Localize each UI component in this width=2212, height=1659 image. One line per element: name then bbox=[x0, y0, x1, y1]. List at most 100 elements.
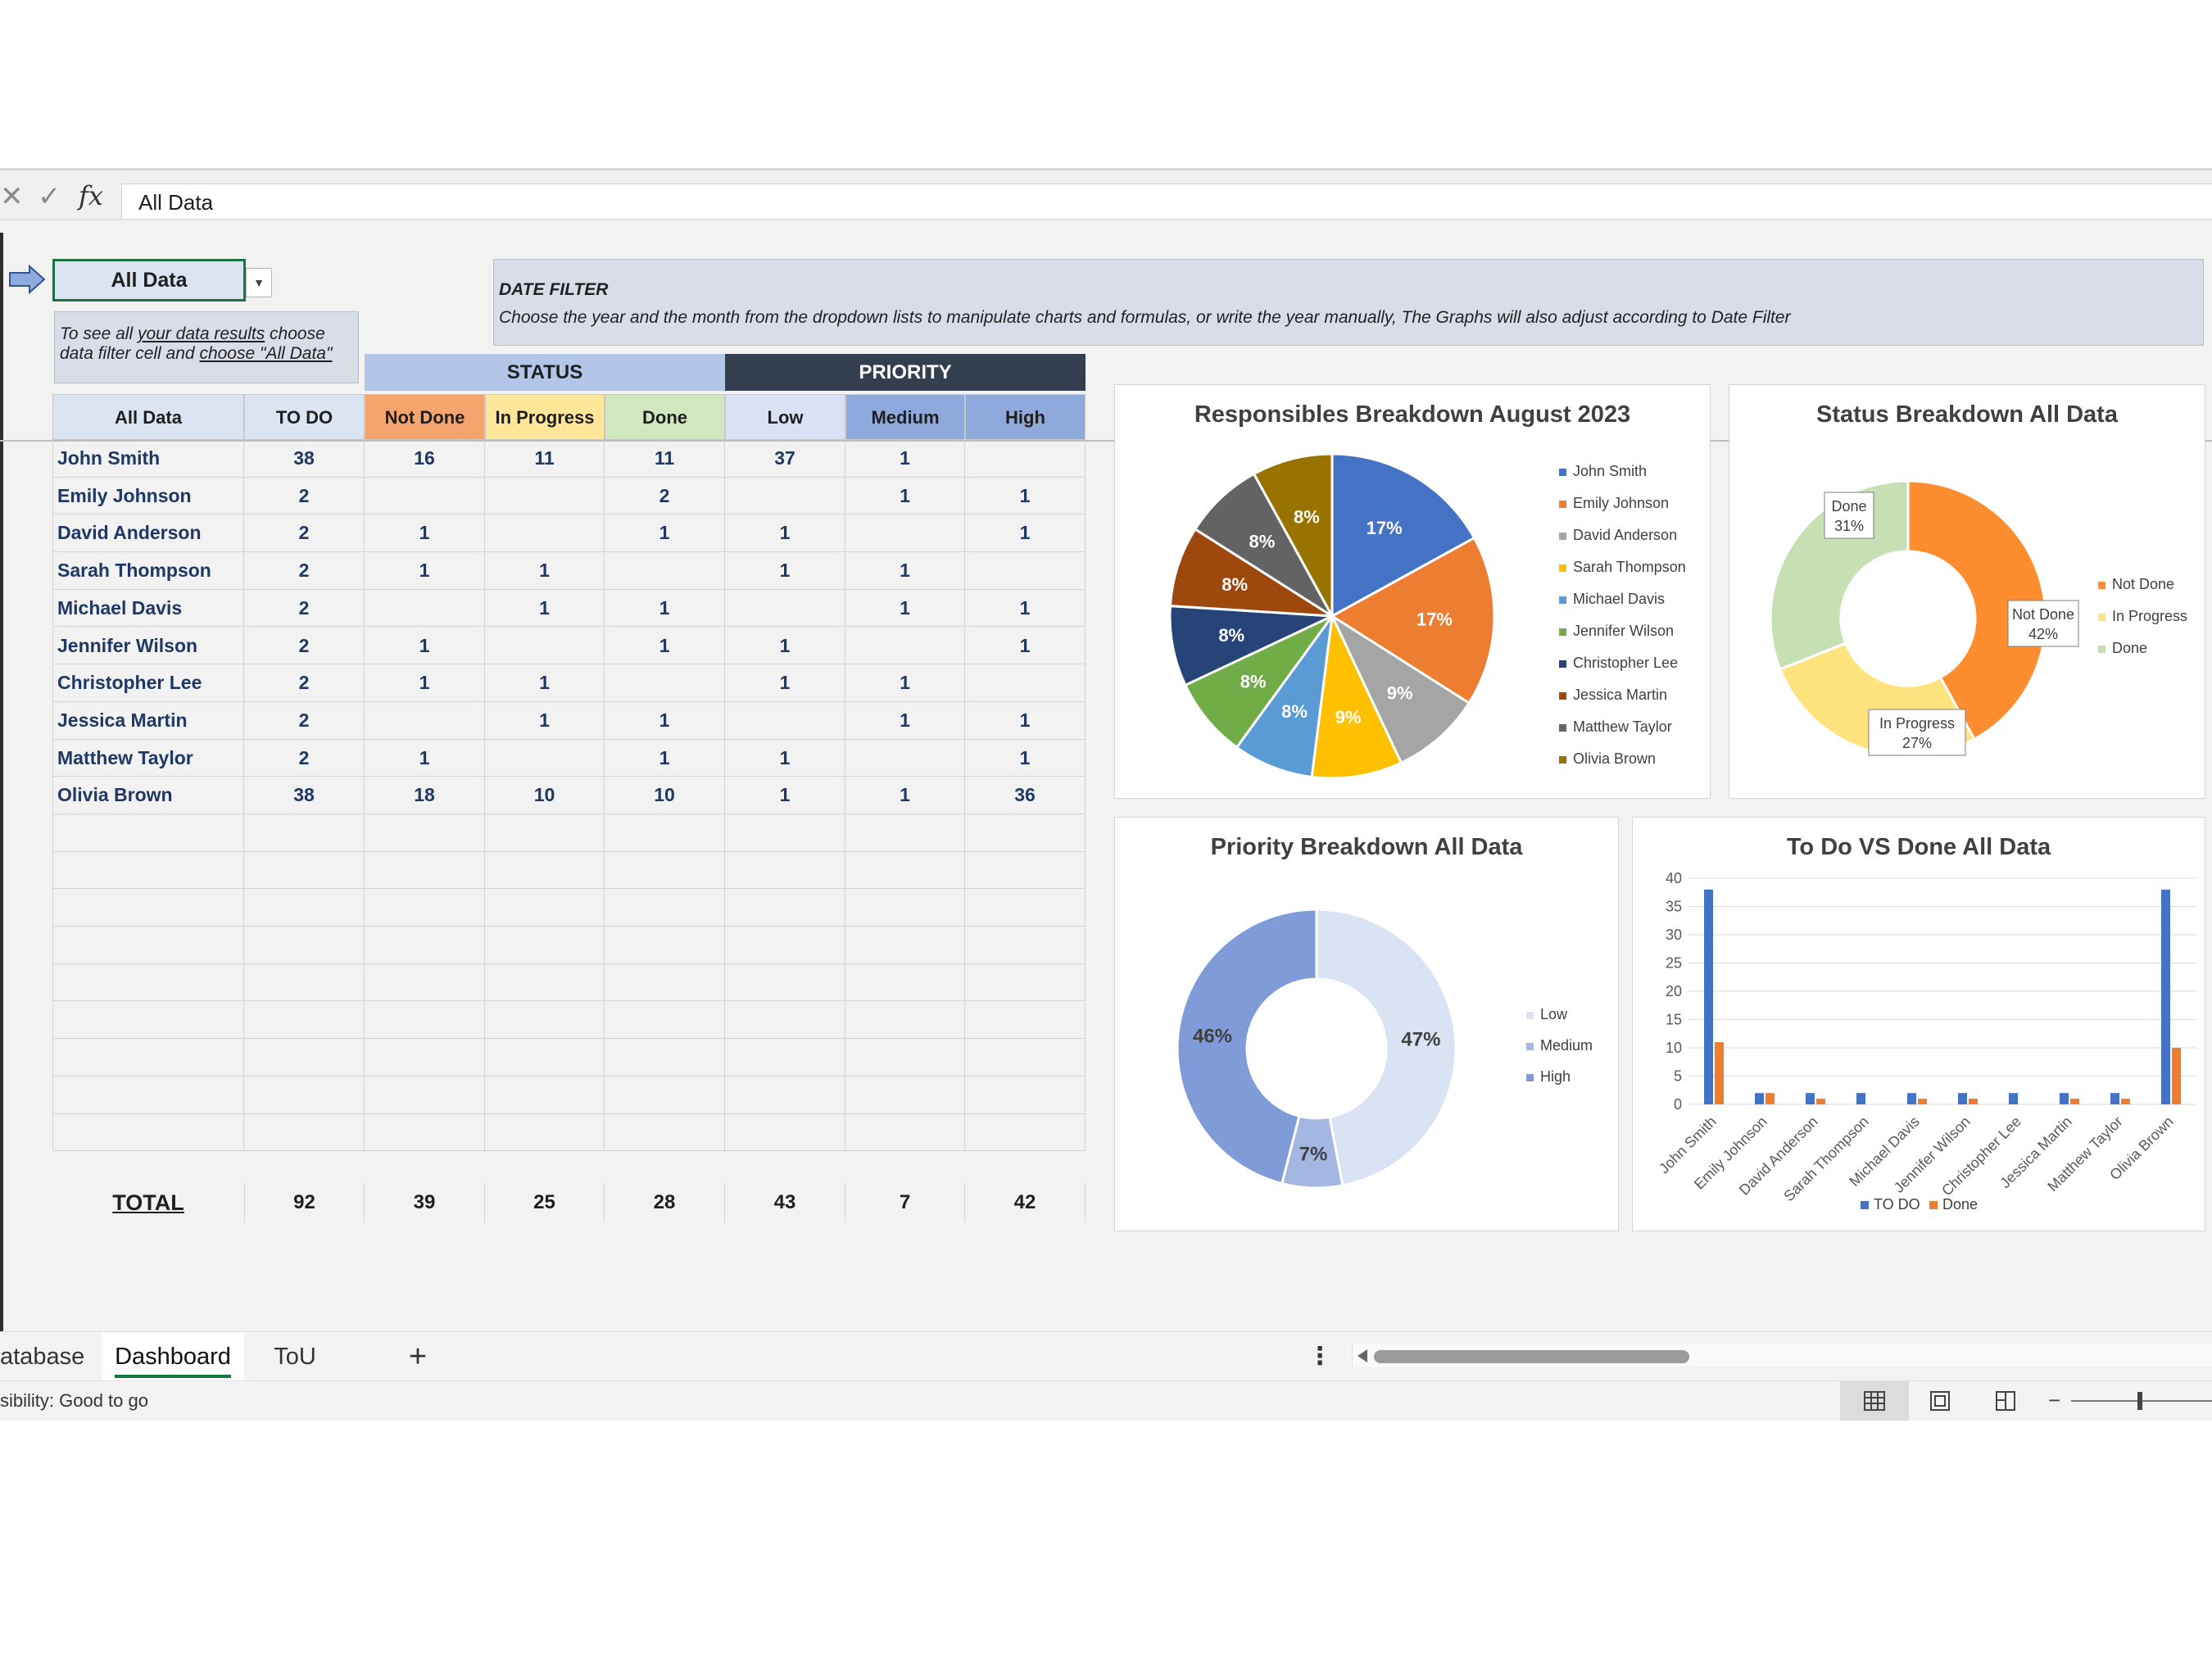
row-name-cell[interactable]: Christopher Lee bbox=[52, 664, 244, 702]
total-cell[interactable]: 92 bbox=[244, 1183, 365, 1222]
empty-cell[interactable] bbox=[605, 1039, 725, 1077]
empty-cell[interactable] bbox=[365, 963, 485, 1002]
empty-cell[interactable] bbox=[845, 889, 965, 927]
table-cell[interactable]: 37 bbox=[725, 440, 845, 478]
total-cell[interactable]: 7 bbox=[845, 1183, 965, 1222]
empty-cell[interactable] bbox=[244, 1076, 365, 1114]
table-cell[interactable] bbox=[365, 701, 485, 740]
bar-done[interactable] bbox=[1918, 1099, 1927, 1104]
empty-cell[interactable] bbox=[365, 1076, 485, 1114]
empty-cell[interactable] bbox=[244, 1113, 365, 1152]
table-cell[interactable] bbox=[845, 739, 965, 777]
table-cell[interactable] bbox=[725, 589, 845, 628]
table-cell[interactable]: 1 bbox=[965, 514, 1086, 553]
empty-cell[interactable] bbox=[965, 1039, 1086, 1077]
bar-done[interactable] bbox=[2070, 1099, 2079, 1104]
table-cell[interactable] bbox=[965, 552, 1086, 590]
empty-cell[interactable] bbox=[365, 1001, 485, 1040]
empty-cell[interactable] bbox=[605, 963, 725, 1002]
empty-cell[interactable] bbox=[845, 1113, 965, 1152]
accessibility-status[interactable]: sibility: Good to go bbox=[0, 1390, 148, 1411]
table-cell[interactable]: 10 bbox=[485, 777, 605, 814]
table-cell[interactable] bbox=[365, 477, 485, 515]
empty-cell[interactable] bbox=[845, 1001, 965, 1040]
x-icon[interactable]: ✕ bbox=[0, 181, 24, 212]
table-cell[interactable]: 1 bbox=[365, 664, 485, 702]
more-options-icon[interactable]: ⋮ bbox=[1308, 1343, 1332, 1370]
empty-cell[interactable] bbox=[605, 1076, 725, 1114]
formula-input[interactable]: All Data bbox=[121, 184, 2212, 220]
empty-cell[interactable] bbox=[365, 927, 485, 964]
empty-cell[interactable] bbox=[485, 927, 605, 964]
empty-cell[interactable] bbox=[725, 1001, 845, 1040]
empty-cell[interactable] bbox=[485, 889, 605, 927]
empty-cell[interactable] bbox=[52, 1001, 244, 1040]
table-cell[interactable]: 1 bbox=[725, 552, 845, 590]
bar-done[interactable] bbox=[2121, 1099, 2130, 1104]
plus-icon[interactable]: + bbox=[408, 1339, 428, 1374]
table-cell[interactable] bbox=[485, 477, 605, 515]
empty-cell[interactable] bbox=[244, 1039, 365, 1077]
empty-cell[interactable] bbox=[845, 814, 965, 852]
slice-matthew-taylor[interactable] bbox=[1193, 472, 1334, 618]
table-cell[interactable]: 1 bbox=[725, 777, 845, 814]
table-cell[interactable]: 1 bbox=[725, 664, 845, 702]
empty-cell[interactable] bbox=[725, 963, 845, 1002]
empty-cell[interactable] bbox=[244, 963, 365, 1002]
table-cell[interactable]: 1 bbox=[845, 552, 965, 590]
empty-cell[interactable] bbox=[725, 889, 845, 927]
slice-olivia-brown[interactable] bbox=[1252, 452, 1334, 617]
bar-done[interactable] bbox=[1766, 1093, 1775, 1104]
empty-cell[interactable] bbox=[52, 889, 244, 927]
empty-cell[interactable] bbox=[52, 963, 244, 1002]
table-cell[interactable] bbox=[605, 664, 725, 702]
table-cell[interactable]: 38 bbox=[244, 777, 365, 814]
table-cell[interactable]: 1 bbox=[845, 777, 965, 814]
table-cell[interactable] bbox=[725, 701, 845, 740]
scrollbar-thumb[interactable] bbox=[1374, 1350, 1689, 1363]
empty-cell[interactable] bbox=[52, 1039, 244, 1077]
slice-sarah-thompson[interactable] bbox=[1310, 611, 1403, 780]
empty-cell[interactable] bbox=[485, 963, 605, 1002]
table-cell[interactable] bbox=[485, 627, 605, 665]
empty-cell[interactable] bbox=[244, 927, 365, 964]
table-cell[interactable] bbox=[365, 589, 485, 628]
empty-cell[interactable] bbox=[965, 814, 1086, 852]
table-cell[interactable]: 1 bbox=[845, 664, 965, 702]
table-cell[interactable]: 1 bbox=[845, 440, 965, 478]
scroll-left-icon[interactable] bbox=[1356, 1349, 1369, 1363]
tab-dashboard[interactable]: Dashboard bbox=[102, 1332, 244, 1381]
table-cell[interactable] bbox=[605, 552, 725, 590]
empty-cell[interactable] bbox=[52, 1113, 244, 1152]
table-cell[interactable]: 1 bbox=[725, 739, 845, 777]
bar-done[interactable] bbox=[2172, 1048, 2181, 1104]
table-cell[interactable]: 1 bbox=[965, 627, 1086, 665]
empty-cell[interactable] bbox=[965, 889, 1086, 927]
total-cell[interactable]: 25 bbox=[485, 1183, 605, 1222]
table-cell[interactable]: 1 bbox=[965, 739, 1086, 777]
empty-cell[interactable] bbox=[244, 889, 365, 927]
table-cell[interactable]: 1 bbox=[725, 514, 845, 553]
empty-cell[interactable] bbox=[845, 927, 965, 964]
empty-cell[interactable] bbox=[485, 814, 605, 852]
slice-emily-johnson[interactable] bbox=[1330, 536, 1496, 705]
empty-cell[interactable] bbox=[244, 1001, 365, 1040]
row-name-cell[interactable]: David Anderson bbox=[52, 514, 244, 553]
table-cell[interactable]: 10 bbox=[605, 777, 725, 814]
total-cell[interactable]: 42 bbox=[965, 1183, 1086, 1222]
bar-to-do[interactable] bbox=[1755, 1093, 1764, 1104]
empty-cell[interactable] bbox=[965, 1001, 1086, 1040]
table-cell[interactable]: 1 bbox=[485, 664, 605, 702]
empty-cell[interactable] bbox=[244, 851, 365, 890]
normal-view-button[interactable] bbox=[1840, 1381, 1909, 1421]
bar-to-do[interactable] bbox=[1958, 1093, 1967, 1104]
empty-cell[interactable] bbox=[365, 889, 485, 927]
bar-to-do[interactable] bbox=[2009, 1093, 2018, 1104]
empty-cell[interactable] bbox=[605, 1113, 725, 1152]
bar-to-do[interactable] bbox=[2161, 889, 2170, 1104]
priority-chart[interactable]: Priority Breakdown All Data 47% 7% 46% Low… bbox=[1114, 817, 1619, 1231]
empty-cell[interactable] bbox=[244, 814, 365, 852]
empty-cell[interactable] bbox=[605, 889, 725, 927]
row-name-cell[interactable]: John Smith bbox=[52, 440, 244, 478]
empty-cell[interactable] bbox=[365, 851, 485, 890]
